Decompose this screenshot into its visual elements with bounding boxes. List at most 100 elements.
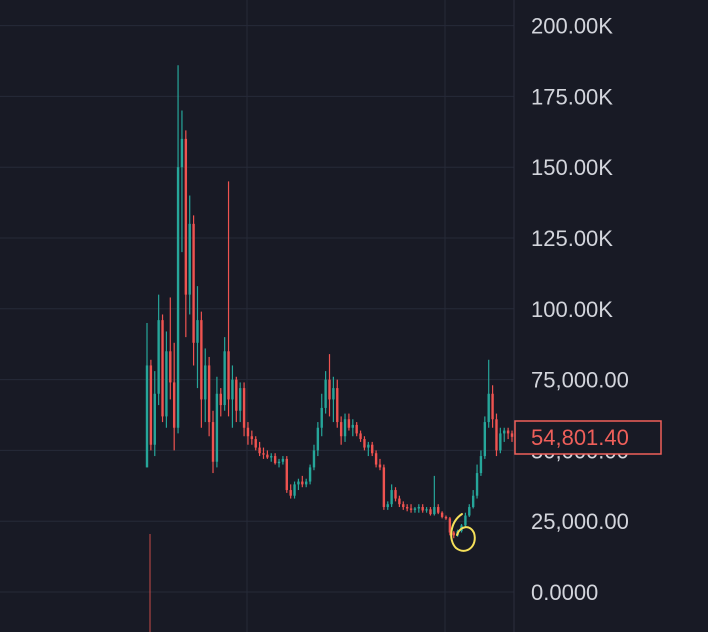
candle-body — [386, 504, 389, 508]
candle-body — [390, 490, 393, 505]
candle-body — [339, 422, 343, 437]
candle-body — [471, 495, 475, 508]
candle-body — [324, 379, 327, 408]
candle-body — [437, 507, 440, 513]
candle-body — [254, 439, 257, 448]
candle-body — [192, 223, 195, 343]
candle-body — [402, 504, 405, 508]
candle-body — [153, 393, 156, 445]
candle-body — [235, 379, 238, 411]
last-price-tag-box — [514, 420, 662, 455]
candle-body — [312, 450, 316, 468]
candle-body — [293, 484, 296, 496]
candle-body — [499, 433, 502, 451]
candle-body — [246, 427, 250, 437]
candle-body — [444, 516, 448, 519]
candle-body — [503, 430, 506, 434]
candle-body — [336, 388, 339, 423]
candle-body — [479, 456, 483, 474]
candle-body — [429, 509, 432, 515]
candle-body — [172, 382, 176, 428]
candle-body — [409, 508, 413, 510]
candle-body — [382, 467, 386, 508]
candle-body — [487, 393, 490, 423]
candle-body — [277, 461, 281, 464]
candle-body — [219, 393, 222, 406]
y-tick-label: 175.00K — [531, 84, 613, 109]
candle-body — [176, 167, 180, 428]
candle-body — [405, 507, 409, 509]
candle-body — [374, 453, 378, 465]
candle-body — [207, 365, 211, 423]
candle-body — [452, 532, 455, 536]
candle-body — [266, 454, 269, 458]
candle-body — [281, 458, 285, 462]
candle-body — [468, 507, 471, 516]
candle-body — [367, 444, 370, 448]
candle-body — [413, 508, 417, 510]
candle-body — [270, 456, 273, 458]
candle-body — [491, 393, 494, 420]
candle-body — [359, 433, 362, 440]
candle-body — [510, 433, 514, 437]
candle-body — [347, 419, 351, 428]
last-price-label: 54,801.40 — [531, 425, 629, 450]
candle-body — [145, 365, 149, 468]
candle-body — [483, 422, 487, 457]
candle-body — [301, 481, 304, 485]
candle-body — [242, 388, 246, 428]
candlestick-series — [145, 65, 514, 539]
candle-body — [371, 444, 374, 454]
y-tick-label: 25,000.00 — [531, 509, 629, 534]
candle-body — [165, 351, 168, 417]
y-tick-label: 150.00K — [531, 155, 613, 180]
candle-body — [394, 490, 397, 499]
candle-body — [343, 419, 347, 437]
candle-body — [273, 456, 277, 464]
candle-body — [308, 467, 312, 482]
candle-body — [297, 481, 300, 485]
candle-body — [157, 320, 160, 394]
candle-body — [332, 388, 335, 400]
candle-body — [421, 507, 424, 511]
price-axis[interactable]: 0.000025,000.0050,000.0075,000.00100.00K… — [531, 14, 629, 605]
candle-body — [475, 473, 479, 496]
candle-body — [238, 388, 242, 411]
candle-body — [355, 424, 358, 434]
candle-body — [425, 509, 428, 511]
candle-body — [320, 407, 323, 428]
candle-body — [448, 518, 452, 533]
candle-body — [285, 458, 288, 491]
candle-body — [250, 436, 254, 440]
candle-body — [169, 351, 172, 383]
y-tick-label: 100.00K — [531, 297, 613, 322]
candle-body — [506, 430, 510, 434]
candle-body — [262, 453, 265, 455]
y-tick-label: 200.00K — [531, 14, 613, 39]
grid-lines — [0, 0, 514, 632]
y-tick-label: 75,000.00 — [531, 368, 629, 393]
candle-body — [305, 481, 308, 485]
candle-body — [215, 393, 219, 462]
candle-body — [378, 464, 382, 468]
last-price-tag: 54,801.40 — [514, 420, 662, 455]
candle-body — [495, 419, 498, 451]
candle-body — [316, 427, 320, 451]
candle-body — [328, 379, 331, 400]
candle-body — [258, 447, 261, 454]
candle-body — [200, 320, 203, 400]
y-tick-label: 0.0000 — [531, 580, 598, 605]
candle-body — [223, 351, 226, 406]
candle-body — [289, 490, 292, 496]
y-tick-label: 125.00K — [531, 226, 613, 251]
candle-body — [204, 365, 207, 400]
candle-body — [231, 379, 234, 400]
candle-body — [184, 138, 188, 295]
candle-body — [161, 320, 164, 417]
candle-body — [188, 223, 191, 295]
candle-body — [464, 515, 467, 526]
candle-body — [398, 498, 401, 505]
candle-body — [211, 422, 215, 462]
candle-body — [196, 320, 199, 343]
